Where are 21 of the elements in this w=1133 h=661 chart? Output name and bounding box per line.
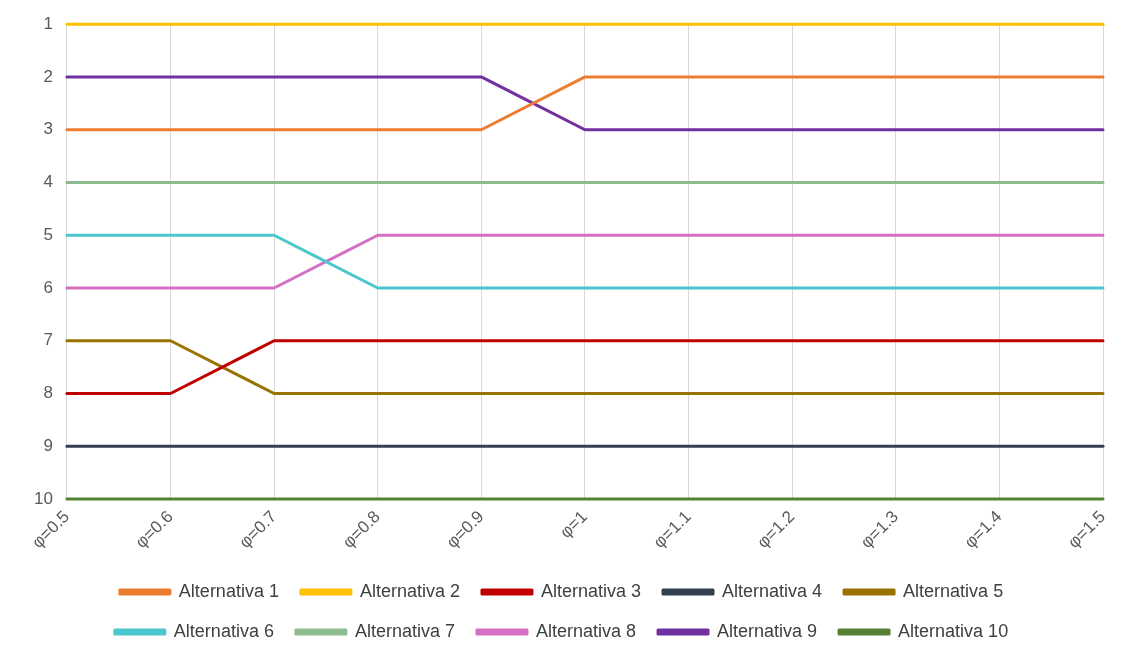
legend-label: Alternativa 10: [898, 620, 1009, 641]
y-tick-label: 2: [43, 66, 53, 86]
y-tick-label: 3: [43, 119, 53, 139]
y-tick-label: 8: [43, 383, 53, 403]
legend-label: Alternativa 9: [717, 620, 818, 641]
legend-label: Alternativa 2: [359, 580, 460, 601]
legend-label: Alternativa 7: [354, 620, 455, 641]
y-tick-label: 1: [43, 13, 53, 33]
y-tick-label: 6: [43, 277, 53, 297]
legend-label: Alternativa 5: [903, 580, 1004, 601]
legend-label: Alternativa 8: [535, 620, 637, 641]
y-tick-label: 7: [43, 330, 53, 350]
y-tick-label: 4: [43, 172, 53, 192]
legend-label: Alternativa 1: [178, 580, 279, 601]
y-tick-label: 9: [43, 435, 53, 455]
y-tick-label: 5: [43, 224, 53, 244]
y-tick-label: 10: [33, 488, 53, 508]
legend-label: Alternativa 3: [540, 580, 642, 601]
legend-label: Alternativa 4: [722, 580, 823, 601]
x-tick-label: φ=1: [556, 506, 592, 542]
legend-label: Alternativa 6: [173, 620, 274, 641]
